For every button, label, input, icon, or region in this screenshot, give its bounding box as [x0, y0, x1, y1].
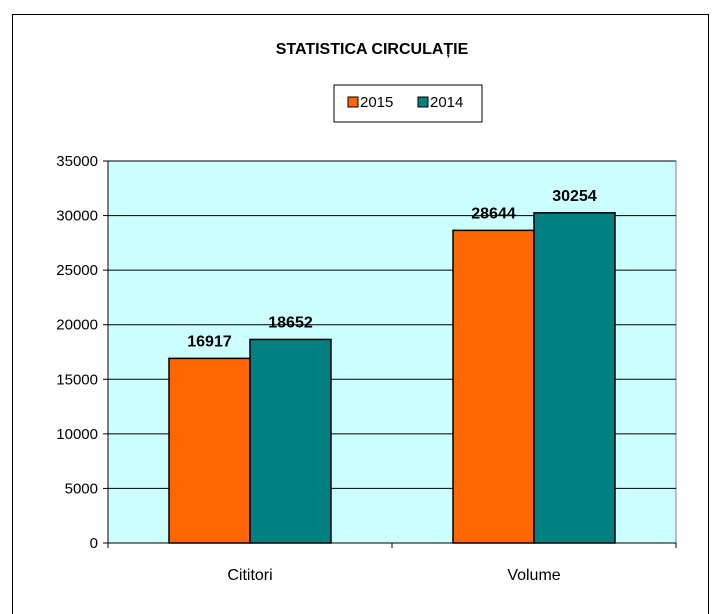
bar-volume-2014 — [533, 212, 616, 544]
bar-cititori-2014 — [249, 338, 332, 544]
y-tick-label: 10000 — [56, 426, 98, 443]
y-tick-label: 20000 — [56, 317, 98, 334]
legend-swatch-2014 — [417, 96, 429, 108]
legend-label-2015: 2015 — [360, 94, 393, 111]
value-label-cititori-2014: 18652 — [268, 314, 313, 331]
y-tick-label: 5000 — [65, 480, 98, 497]
plot-area: 0 5000 10000 15000 20000 25000 30000 35000 16917… — [56, 153, 677, 584]
chart-title: STATISTICA CIRCULAȚIE — [276, 41, 469, 58]
y-tick-label: 35000 — [56, 153, 98, 170]
bar-volume-2015 — [452, 229, 535, 544]
y-tick-label: 25000 — [56, 262, 98, 279]
y-tick-label: 30000 — [56, 208, 98, 225]
y-tick-label: 15000 — [56, 371, 98, 388]
legend-swatch-2015 — [347, 96, 359, 108]
value-label-cititori-2015: 16917 — [187, 333, 232, 350]
legend-box — [333, 84, 483, 123]
x-category-label-cititori: Cititori — [227, 567, 272, 584]
bar-cititori-2015 — [168, 357, 251, 544]
y-tick-label: 0 — [90, 535, 98, 552]
value-label-volume-2015: 28644 — [471, 205, 516, 222]
value-label-volume-2014: 30254 — [552, 188, 597, 205]
legend-label-2014: 2014 — [430, 94, 463, 111]
legend: 2015 2014 — [333, 84, 483, 123]
x-category-label-volume: Volume — [507, 567, 560, 584]
